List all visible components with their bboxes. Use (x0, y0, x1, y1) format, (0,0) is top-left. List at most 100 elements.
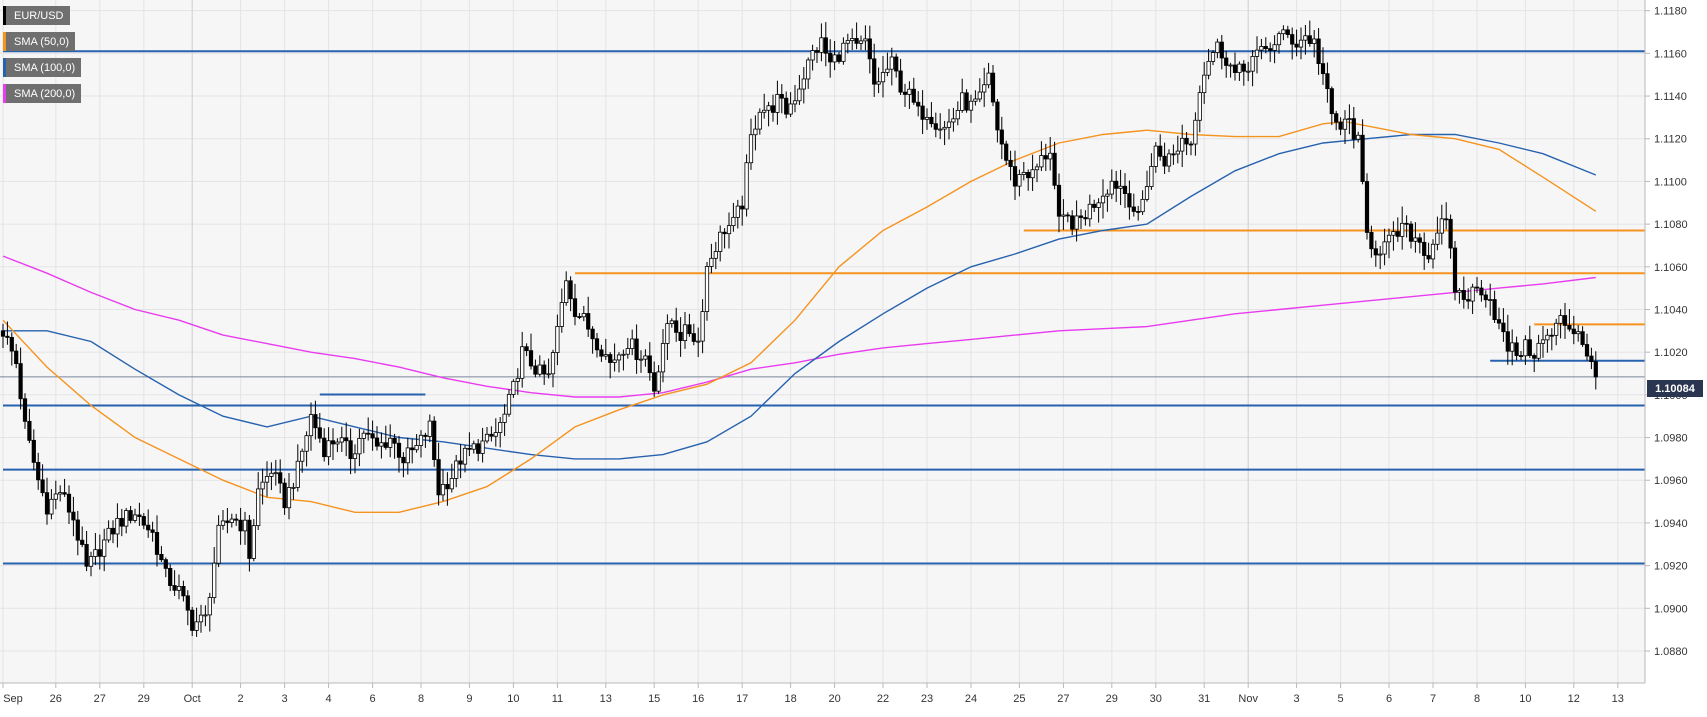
candle-body (1056, 184, 1062, 217)
candle (1474, 276, 1480, 293)
candle (810, 44, 815, 71)
candle-body (1334, 113, 1339, 123)
y-tick-label: 1.1080 (1654, 219, 1688, 231)
candle (75, 510, 80, 556)
candle (898, 58, 903, 96)
candle (484, 426, 490, 444)
candle-body (383, 442, 388, 448)
candle-body (410, 447, 415, 451)
candle-body (128, 510, 133, 521)
candle-body (62, 492, 67, 495)
candle-body (132, 514, 138, 521)
candle-body (1338, 121, 1343, 130)
candle (916, 91, 921, 117)
candle-body (1303, 35, 1308, 41)
candle (599, 344, 604, 362)
candle (1320, 47, 1326, 85)
candle (1166, 149, 1172, 173)
candle (1131, 193, 1136, 217)
x-tick-label: 29 (1106, 693, 1118, 705)
candle-body (141, 516, 146, 526)
candle (718, 225, 723, 262)
candle-body (1109, 180, 1114, 195)
candle (920, 90, 925, 135)
y-tick-label: 1.0940 (1654, 518, 1688, 530)
candle (194, 607, 199, 637)
candle (775, 80, 780, 125)
candle-body (1593, 361, 1598, 378)
candle-body (528, 350, 534, 367)
x-tick-label: Sep (3, 693, 23, 705)
candle (762, 93, 767, 119)
candle-body (471, 443, 476, 450)
candle (506, 389, 512, 417)
candle-body (1026, 171, 1031, 179)
candle-body (269, 472, 274, 477)
candle (581, 305, 586, 322)
candle-body (278, 472, 283, 484)
candle (335, 438, 340, 453)
candle-body (185, 595, 190, 611)
candle-body (1290, 34, 1295, 45)
candle (1281, 25, 1286, 41)
candle-body (1092, 203, 1097, 208)
candle-body (942, 126, 947, 130)
candle (313, 400, 318, 440)
candle-body (586, 313, 591, 330)
candle-body (401, 456, 406, 464)
candle (559, 288, 564, 333)
candle (1188, 141, 1194, 156)
candle (1378, 245, 1383, 270)
legend-swatch (3, 84, 6, 103)
candle-body (1272, 44, 1277, 51)
candle-body (273, 472, 278, 475)
candle (973, 90, 978, 106)
candle-body (190, 609, 195, 631)
candle (84, 530, 89, 572)
candle (678, 317, 683, 357)
candle (1268, 42, 1273, 62)
candle-body (313, 414, 318, 429)
candle (832, 41, 837, 71)
candle-body (93, 549, 98, 557)
x-tick-label: 8 (418, 693, 424, 705)
candle-body (22, 398, 28, 422)
candle-body (977, 91, 982, 100)
candle (1290, 27, 1295, 60)
candle-body (814, 50, 820, 53)
candle-body (1567, 325, 1572, 330)
candle (1316, 28, 1321, 75)
candle (674, 307, 679, 342)
candle (300, 448, 305, 473)
candle (467, 432, 472, 457)
candle (907, 81, 912, 109)
x-tick-label: 17 (736, 693, 748, 705)
candle-body (1360, 134, 1365, 182)
candle (999, 116, 1004, 160)
candle (489, 426, 494, 442)
candle-body (247, 519, 252, 559)
candle-body (889, 56, 894, 70)
candle-body (1012, 166, 1018, 187)
candle-body (1268, 48, 1273, 51)
candle-body (110, 527, 116, 535)
candle (735, 199, 740, 229)
candle (1510, 329, 1515, 366)
candle (533, 359, 538, 378)
candle (1422, 232, 1427, 270)
candle (647, 342, 652, 381)
candle (273, 459, 278, 486)
candle-body (819, 37, 824, 53)
candle-body (911, 88, 916, 103)
candle-body (687, 324, 692, 335)
candle (330, 428, 336, 461)
candle-body (1554, 322, 1559, 336)
x-tick-label: 7 (1430, 693, 1436, 705)
candle-body (1373, 248, 1378, 256)
candle-body (1448, 218, 1453, 249)
candle-body (960, 92, 965, 111)
candle-body (1052, 152, 1057, 186)
candle (212, 547, 217, 604)
